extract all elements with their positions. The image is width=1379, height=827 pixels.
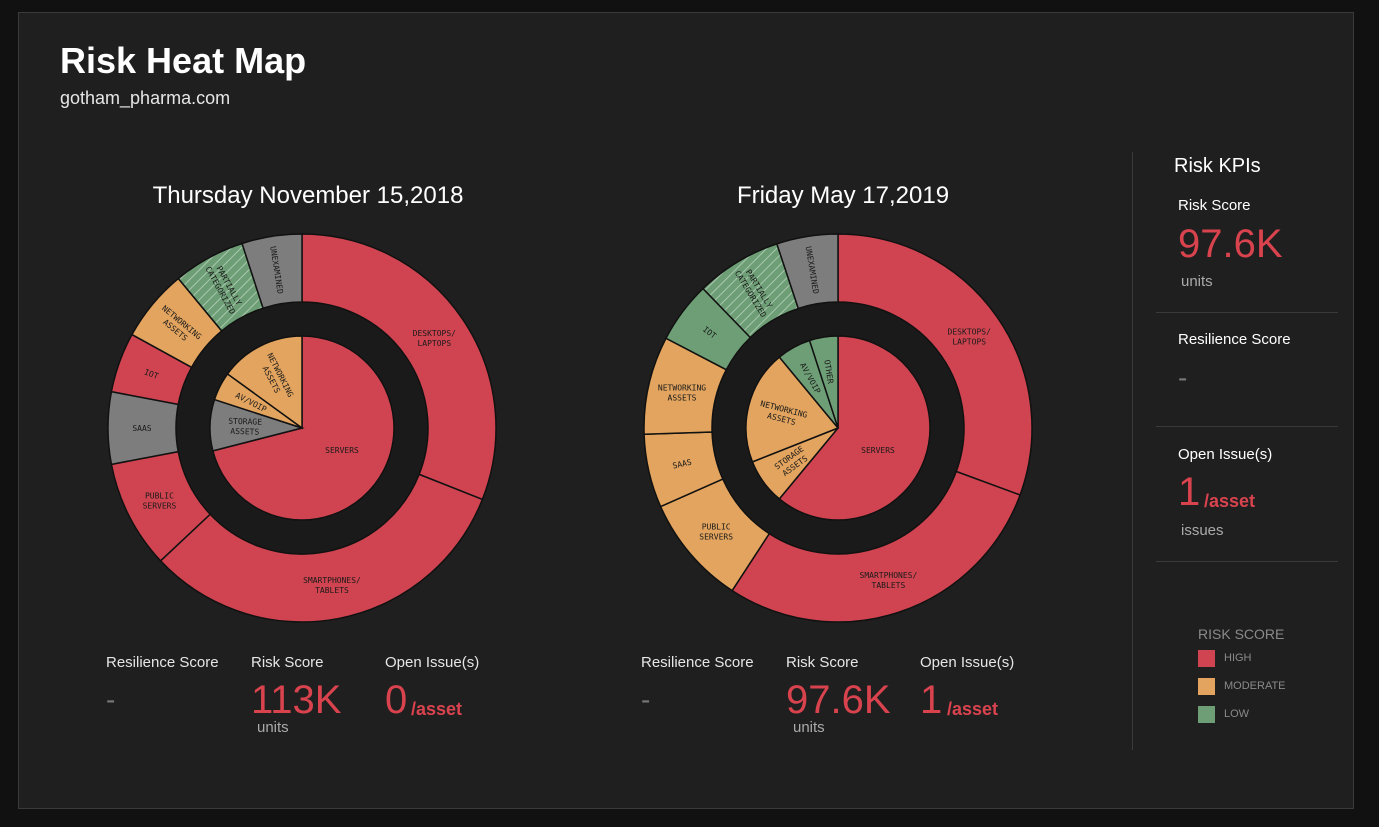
page-title: Risk Heat Map (60, 40, 307, 81)
legend-label-moderate: MODERATE (1224, 680, 1286, 692)
kpi-risk-unit: units (1181, 273, 1213, 290)
chart-2-issues-label: Open Issue(s) (920, 654, 1015, 671)
chart-2-donut: DESKTOPS/LAPTOPS SMARTPHONES/TABLETS PUBLI… (643, 233, 1033, 623)
legend-swatch-high (1198, 650, 1215, 667)
kpi-issues-value: 1 (1178, 470, 1201, 514)
outer-label-public-servers: PUBLIC SERVERS (143, 492, 177, 511)
kpi-risk-label: Risk Score (1178, 197, 1251, 214)
chart-1-resilience-label: Resilience Score (106, 654, 219, 671)
kpi-resilience-label: Resilience Score (1178, 331, 1291, 348)
legend-swatch-moderate (1198, 678, 1215, 695)
kpi-issues-unit: issues (1181, 522, 1224, 539)
chart-1-risk-unit: units (257, 719, 289, 736)
chart-2-issues-unit: /asset (947, 699, 999, 719)
chart-2-risk-unit: units (793, 719, 825, 736)
outer-label-smartphones-tablets: SMARTPHONES/TABLETS (860, 571, 918, 590)
outer-label-saas: SAAS (132, 424, 151, 433)
chart-2-resilience-value: - (641, 684, 651, 715)
outer-segment-desktops-laptops (837, 233, 1033, 496)
legend-swatch-low (1198, 706, 1215, 723)
chart-2-issues-value: 1 (920, 678, 943, 722)
inner-segment-other (808, 335, 839, 429)
outer-segment-unexamined (775, 233, 839, 310)
inner-segment-networking-assets (745, 356, 840, 463)
inner-segment-networking-assets (226, 335, 303, 430)
inner-label-servers: SERVERS (861, 446, 895, 455)
outer-label-desktops-laptops: DESKTOPS/LAPTOPS (413, 329, 457, 348)
chart-2-risk-label: Risk Score (786, 654, 859, 671)
kpi-divider (1132, 152, 1133, 750)
kpi-separator (1156, 561, 1338, 562)
chart-2-title: Friday May 17,2019 (736, 182, 950, 209)
legend-label-low: LOW (1224, 708, 1250, 720)
outer-label-saas: SAAS (672, 458, 693, 471)
inner-label-storage-assets: STORAGEASSETS (228, 417, 262, 437)
kpi-resilience-value: - (1178, 362, 1188, 393)
kpi-separator (1156, 426, 1338, 427)
kpi-issues-asset: /asset (1204, 491, 1256, 511)
legend-label-high: HIGH (1224, 652, 1252, 664)
chart-1-risk-value: 113K (251, 678, 342, 722)
inner-label-servers: SERVERS (325, 446, 359, 455)
chart-2-resilience-label: Resilience Score (641, 654, 754, 671)
inner-label-other: OTHER (822, 359, 835, 384)
chart-1-issues-unit: /asset (411, 699, 463, 719)
chart-2-risk-value: 97.6K (786, 678, 891, 722)
kpi-risk-value: 97.6K (1178, 222, 1283, 266)
outer-segment-desktops-laptops (301, 233, 497, 501)
chart-1-title: Thursday November 15,2018 (152, 182, 464, 209)
outer-segment-smartphones-tablets (159, 473, 484, 623)
domain-subtitle: gotham_pharma.com (60, 88, 231, 108)
outer-segment-smartphones-tablets (731, 470, 1022, 623)
chart-1-donut: DESKTOPS/LAPTOPS SMARTPHONES/TABLETS PUBLI… (107, 233, 497, 623)
outer-label-smartphones-tablets: SMARTPHONES/TABLETS (303, 576, 361, 595)
kpi-separator (1156, 312, 1338, 313)
kpi-title: Risk KPIs (1174, 155, 1261, 177)
chart-1-issues-value: 0 (385, 678, 408, 722)
legend-title: RISK SCORE (1198, 626, 1285, 642)
outer-label-desktops-laptops: DESKTOPS/LAPTOPS (948, 327, 992, 346)
chart-1-resilience-value: - (106, 684, 116, 715)
kpi-issues-label: Open Issue(s) (1178, 446, 1273, 463)
inner-segment-servers (778, 335, 931, 521)
outer-segment-unexamined (241, 233, 303, 310)
chart-1-risk-label: Risk Score (251, 654, 324, 671)
chart-1-issues-label: Open Issue(s) (385, 654, 480, 671)
outer-label-public-servers: PUBLIC SERVERS (699, 523, 733, 542)
